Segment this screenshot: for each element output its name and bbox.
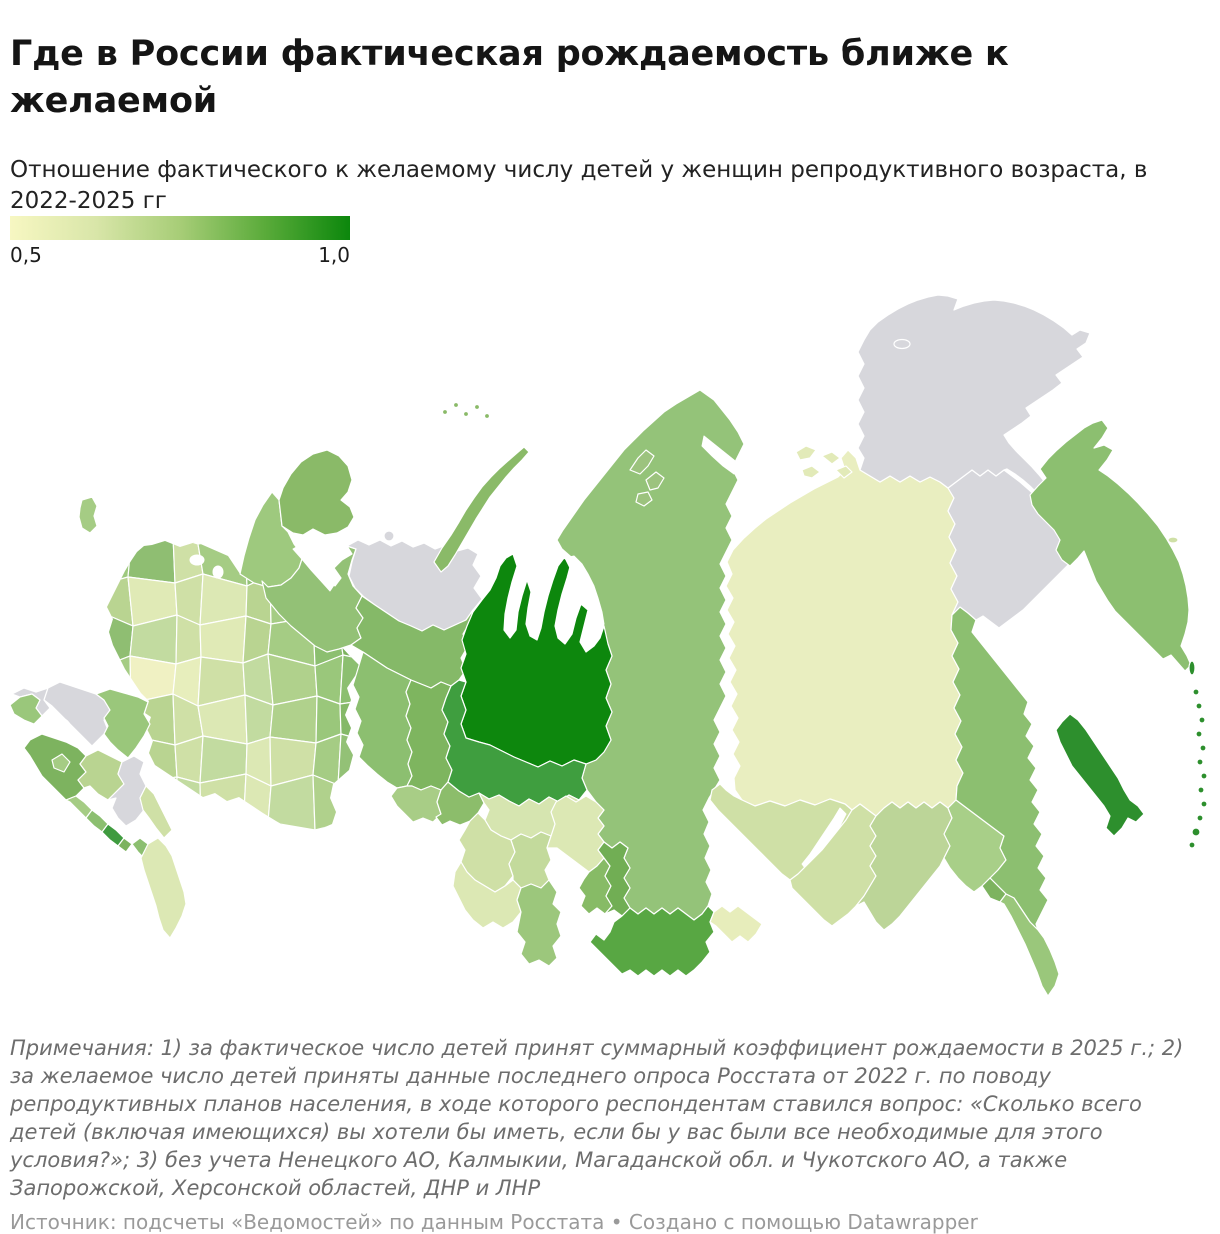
region-novosibirsk[interactable]	[508, 831, 552, 889]
region-novaya-zemlya[interactable]	[433, 446, 530, 573]
region-cell[interactable]	[337, 775, 389, 830]
region-kaliningrad[interactable]	[78, 496, 98, 534]
region-cell[interactable]	[199, 615, 247, 664]
region-adygea[interactable]	[51, 753, 71, 773]
region-cell[interactable]	[199, 773, 247, 832]
region-cell[interactable]	[127, 536, 176, 584]
separator-dot: •	[610, 1210, 623, 1234]
region-primorye[interactable]	[999, 893, 1060, 997]
source-text: Источник: подсчеты «Ведомостей» по данны…	[10, 1210, 605, 1234]
region-commander-islands[interactable]	[1167, 536, 1179, 544]
region-wrangel-island[interactable]	[893, 338, 911, 350]
region-severnaya-zemlya[interactable]	[629, 449, 665, 507]
region-chelyabinsk[interactable]	[390, 785, 442, 823]
region-kuril-islands[interactable]	[1188, 660, 1208, 849]
legend-gradient-bar	[10, 216, 350, 240]
khatanga-gulf	[701, 435, 743, 475]
region-khabarovsk[interactable]	[950, 606, 1049, 931]
region-new-siberian-islands[interactable]	[795, 445, 853, 479]
region-khakassia[interactable]	[597, 841, 631, 917]
region-ingushetia[interactable]	[117, 837, 133, 853]
region-rostov[interactable]	[95, 688, 151, 759]
source-line: Источник: подсчеты «Ведомостей» по данны…	[10, 1210, 1200, 1234]
region-crimea[interactable]	[9, 693, 43, 725]
region-zabaikalsky[interactable]	[855, 801, 953, 931]
footnotes: Примечания: 1) за фактическое число дете…	[10, 1036, 1184, 1200]
region-altai-krai[interactable]	[452, 861, 522, 929]
choropleth-map	[0, 285, 1220, 1015]
color-legend: 0,5 1,0	[10, 216, 350, 267]
region-cell[interactable]	[312, 774, 344, 831]
legend-max-label: 1,0	[318, 243, 350, 267]
legend-min-label: 0,5	[10, 243, 42, 267]
lake-ladoga	[189, 554, 205, 566]
azov-sea	[41, 716, 71, 736]
region-cell[interactable]	[174, 735, 204, 784]
region-cell[interactable]	[103, 535, 132, 585]
region-buryatia-west[interactable]	[709, 905, 763, 943]
region-yakutia[interactable]	[725, 449, 964, 817]
region-kolguev-island[interactable]	[383, 530, 395, 542]
region-tuva[interactable]	[589, 905, 715, 977]
region-dnr-lnr[interactable]	[43, 681, 111, 747]
yenisei-gulf	[564, 555, 605, 637]
region-dagestan[interactable]	[140, 837, 187, 939]
region-tomsk[interactable]	[546, 795, 605, 873]
page-subtitle: Отношение фактического к желаемому числу…	[10, 157, 1148, 215]
region-kalmykia[interactable]	[107, 755, 147, 827]
russia-map-svg	[9, 294, 1208, 997]
lake-onega	[212, 565, 224, 579]
region-altai-republic[interactable]	[516, 879, 562, 967]
region-sakhalin[interactable]	[1055, 713, 1145, 837]
datawrapper-credit-link[interactable]: Создано с помощью Datawrapper	[628, 1210, 978, 1234]
white-sea	[292, 544, 337, 592]
region-astrakhan[interactable]	[139, 785, 173, 839]
page-title: Где в России фактическая рождаемость бли…	[10, 34, 1009, 121]
region-kamchatka[interactable]	[1029, 419, 1192, 672]
region-murmansk[interactable]	[278, 449, 355, 536]
region-cell[interactable]	[175, 776, 202, 833]
region-franz-josef-land[interactable]	[441, 401, 491, 420]
